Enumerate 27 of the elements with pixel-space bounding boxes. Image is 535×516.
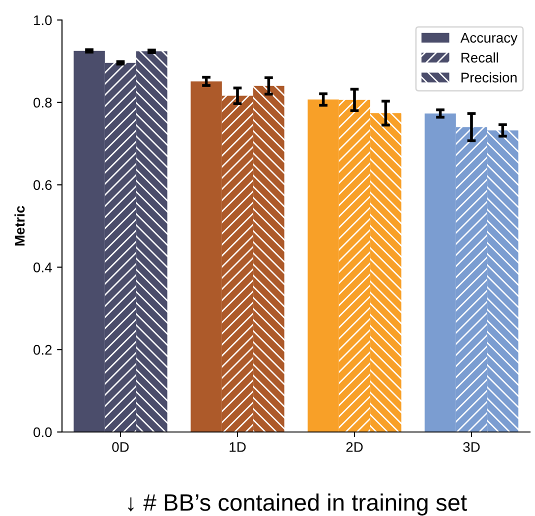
y-tick-label: 0.4 bbox=[34, 262, 52, 272]
legend-label: Recall bbox=[462, 52, 498, 63]
bar bbox=[253, 86, 284, 432]
x-tick-label: 1D bbox=[230, 442, 246, 452]
legend-label: Precision bbox=[462, 72, 517, 82]
bar bbox=[370, 113, 402, 432]
y-axis-title: Metric bbox=[14, 206, 25, 246]
bar bbox=[338, 100, 370, 432]
x-tick-label: 0D bbox=[112, 442, 129, 452]
bar bbox=[222, 96, 254, 432]
y-tick-label: 1.0 bbox=[34, 15, 52, 26]
x-tick-label: 2D bbox=[346, 442, 363, 452]
x-axis-title: ↓ # BB’s contained in training set bbox=[128, 494, 467, 516]
bar bbox=[456, 127, 488, 432]
bar bbox=[190, 81, 222, 432]
bar bbox=[104, 62, 136, 432]
bar bbox=[487, 130, 518, 432]
bar bbox=[308, 100, 339, 432]
bar bbox=[424, 114, 456, 432]
legend-label: Accuracy bbox=[460, 33, 518, 46]
bar bbox=[136, 51, 168, 432]
y-tick-label: 0.6 bbox=[34, 180, 52, 190]
y-tick-label: 0.2 bbox=[34, 344, 52, 355]
bar bbox=[74, 50, 105, 432]
y-tick-label: 0.8 bbox=[34, 98, 52, 108]
y-tick-label: 0.0 bbox=[34, 427, 52, 438]
x-tick-label: 3D bbox=[463, 442, 480, 452]
